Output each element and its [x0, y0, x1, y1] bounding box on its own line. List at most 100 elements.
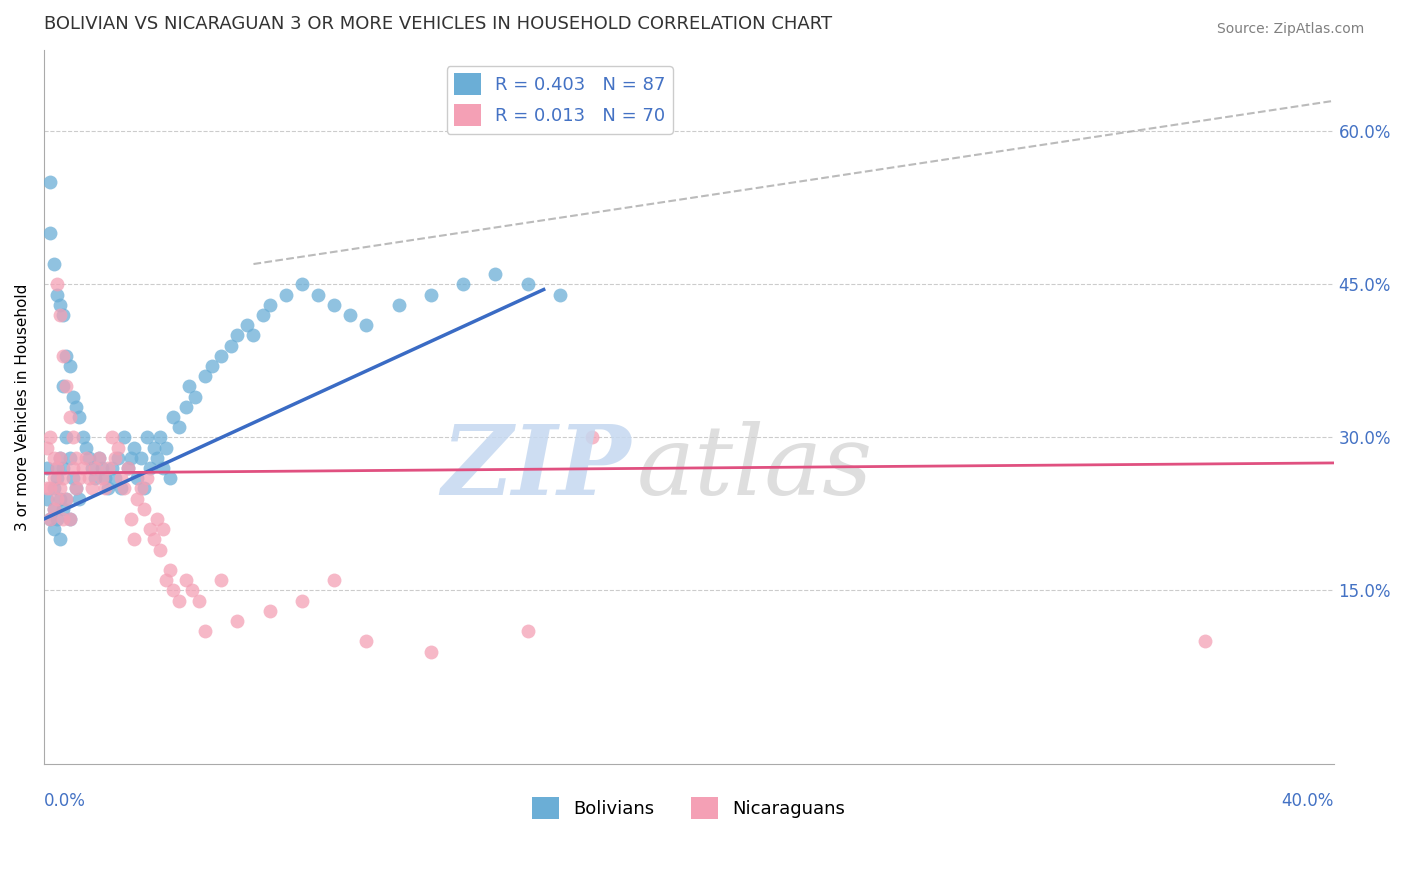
Point [37, 441, 59, 455]
Point [77, 471, 100, 485]
Point [516, 624, 538, 639]
Point [307, 287, 329, 301]
Text: ZIP: ZIP [441, 420, 631, 515]
Point [52, 471, 75, 485]
Point [84, 471, 107, 485]
Point [174, 573, 197, 587]
Point [226, 614, 249, 628]
Text: atlas: atlas [637, 420, 873, 515]
Point [177, 379, 200, 393]
Point [136, 471, 159, 485]
Point [49, 450, 72, 465]
Point [67, 491, 90, 506]
Point [55, 430, 77, 444]
Point [149, 430, 172, 444]
Point [49, 298, 72, 312]
Point [120, 512, 142, 526]
Point [45, 461, 67, 475]
Point [42, 471, 65, 485]
Point [184, 390, 207, 404]
Point [291, 277, 314, 292]
Point [339, 308, 361, 322]
Point [49, 482, 72, 496]
Point [94, 471, 117, 485]
Point [42, 450, 65, 465]
Point [45, 471, 67, 485]
Point [159, 563, 181, 577]
Point [155, 441, 177, 455]
Point [97, 461, 120, 475]
Point [62, 430, 84, 444]
Point [155, 573, 177, 587]
Point [169, 420, 191, 434]
Point [45, 491, 67, 506]
Point [59, 410, 82, 425]
Point [87, 450, 110, 465]
Point [169, 593, 191, 607]
Point [37, 491, 59, 506]
Point [174, 400, 197, 414]
Point [52, 349, 75, 363]
Point [77, 450, 100, 465]
Point [59, 512, 82, 526]
Point [107, 450, 129, 465]
Point [39, 512, 62, 526]
Point [132, 501, 155, 516]
Point [117, 461, 139, 475]
Point [55, 491, 77, 506]
Point [107, 441, 129, 455]
Point [120, 450, 142, 465]
Point [139, 522, 162, 536]
Point [419, 645, 441, 659]
Text: 0.0%: 0.0% [44, 792, 86, 811]
Point [72, 430, 94, 444]
Point [484, 267, 506, 281]
Point [39, 227, 62, 241]
Point [209, 573, 232, 587]
Point [548, 287, 571, 301]
Point [42, 501, 65, 516]
Point [49, 308, 72, 322]
Point [117, 461, 139, 475]
Point [39, 512, 62, 526]
Point [67, 471, 90, 485]
Point [39, 482, 62, 496]
Point [356, 318, 378, 333]
Point [45, 287, 67, 301]
Point [209, 349, 232, 363]
Point [55, 379, 77, 393]
Point [55, 349, 77, 363]
Point [52, 501, 75, 516]
Point [1194, 634, 1216, 648]
Y-axis label: 3 or more Vehicles in Household: 3 or more Vehicles in Household [15, 283, 30, 531]
Point [129, 482, 152, 496]
Point [127, 491, 149, 506]
Point [200, 359, 222, 373]
Point [65, 482, 87, 496]
Point [42, 257, 65, 271]
Point [62, 390, 84, 404]
Point [152, 522, 174, 536]
Point [132, 482, 155, 496]
Point [52, 512, 75, 526]
Point [59, 450, 82, 465]
Point [323, 573, 346, 587]
Point [252, 308, 274, 322]
Point [87, 450, 110, 465]
Point [42, 482, 65, 496]
Point [59, 512, 82, 526]
Point [49, 491, 72, 506]
Point [152, 461, 174, 475]
Point [90, 471, 112, 485]
Point [52, 461, 75, 475]
Point [90, 461, 112, 475]
Point [142, 441, 165, 455]
Point [104, 471, 127, 485]
Point [82, 461, 104, 475]
Point [72, 461, 94, 475]
Point [162, 583, 184, 598]
Text: Source: ZipAtlas.com: Source: ZipAtlas.com [1216, 22, 1364, 37]
Point [110, 471, 132, 485]
Point [114, 430, 136, 444]
Text: BOLIVIAN VS NICARAGUAN 3 OR MORE VEHICLES IN HOUSEHOLD CORRELATION CHART: BOLIVIAN VS NICARAGUAN 3 OR MORE VEHICLE… [44, 15, 832, 33]
